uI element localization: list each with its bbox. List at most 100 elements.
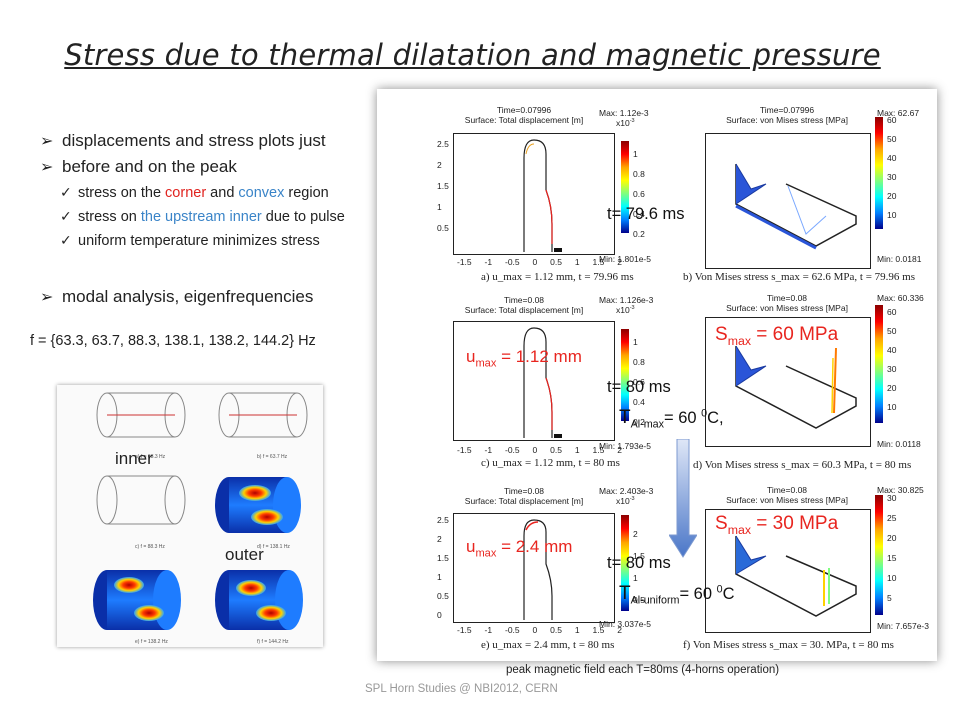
temp-uniform-unit: C bbox=[722, 585, 735, 603]
bullet-before-peak: ➢ before and on the peak bbox=[40, 154, 430, 180]
plot-e-caption: e) u_max = 2.4 mm, t = 80 ms bbox=[481, 639, 615, 651]
umax-1-sub: max bbox=[475, 357, 497, 370]
temp-uniform-degree: 0 bbox=[716, 583, 723, 596]
temp-max-unit: C, bbox=[707, 409, 724, 427]
simulation-panel: Time=0.07996 Surface: Total displacement… bbox=[377, 89, 937, 661]
plot-a-min: Min: 1.801e-5 bbox=[599, 254, 651, 264]
y-tick: 1 bbox=[437, 572, 442, 582]
subbullet-text: due to pulse bbox=[261, 209, 345, 225]
x-tick: 1.5 bbox=[592, 257, 605, 267]
plot-a-tick: 0.8 bbox=[633, 169, 645, 179]
plot-a-y-ticks: 2.5 2 1.5 1 0.5 bbox=[437, 139, 449, 244]
check-icon: ✓ bbox=[60, 208, 72, 224]
plot-c-max: Max: 1.126e-3 bbox=[599, 295, 654, 305]
outer-label: outer bbox=[225, 545, 264, 564]
y-tick: 1.5 bbox=[437, 553, 449, 563]
plot-e-header: Time=0.08 Surface: Total displacement [m… bbox=[459, 486, 589, 506]
umax-label-1: umax = 1.12 mm bbox=[466, 347, 582, 369]
eigenfrequency-list: f = {63.3, 63.7, 88.3, 138.1, 138.2, 144… bbox=[30, 333, 316, 349]
plot-a-exp: x10-3 bbox=[616, 118, 635, 128]
plot-b-tick: 50 bbox=[887, 134, 897, 144]
bullet-list: ➢ displacements and stress plots just ➢ be… bbox=[40, 128, 430, 310]
plot-e-exp: x10-3 bbox=[616, 496, 635, 506]
subbullet-text: uniform temperature minimizes stress bbox=[78, 233, 320, 249]
solid-mode-f bbox=[215, 570, 303, 630]
umax-2-value: = 2.4 mm bbox=[496, 537, 573, 556]
modal-caption-e: e) f = 138.2 Hz bbox=[135, 639, 168, 645]
subbullet-uniform: ✓ uniform temperature minimizes stress bbox=[60, 228, 430, 252]
x-tick: 0.5 bbox=[550, 257, 562, 267]
plot-b-caption: b) Von Mises stress s_max = 62.6 MPa, t … bbox=[683, 271, 916, 283]
plot-b-tick: 40 bbox=[887, 153, 897, 163]
plot-a-tick: 0.6 bbox=[633, 189, 645, 199]
x-tick: 1 bbox=[574, 257, 580, 267]
y-tick: 2 bbox=[437, 534, 442, 544]
plot-d-header: Time=0.08 Surface: von Mises stress [MPa… bbox=[717, 293, 857, 313]
plot-b-tick: 20 bbox=[887, 191, 897, 201]
modal-shapes-image: a) f = 63.3 Hz b) f = 63.7 Hz c) f = 88.… bbox=[57, 385, 323, 647]
x-tick: -1 bbox=[484, 445, 493, 455]
umax-2-base: u bbox=[466, 537, 476, 556]
plot-f-tick: 10 bbox=[887, 573, 897, 583]
plot-e-time: Time=0.08 bbox=[503, 486, 545, 496]
temp-uniform-sub: Al-uniform bbox=[630, 594, 680, 607]
plot-a-header: Time=0.07996 Surface: Total displacement… bbox=[459, 105, 589, 125]
solid-mode-e bbox=[93, 570, 181, 630]
plot-d-tick: 40 bbox=[887, 345, 897, 355]
plot-d-tick: 10 bbox=[887, 402, 897, 412]
plot-f-surface: Surface: von Mises stress [MPa] bbox=[726, 495, 848, 505]
smax-1-base: S bbox=[715, 324, 728, 345]
plot-e-tick: 1 bbox=[633, 573, 638, 583]
x-tick: 1 bbox=[574, 625, 580, 635]
plot-a-tick: 0.4 bbox=[633, 209, 645, 219]
temp-max-label: TAl-max= 60 0C, bbox=[619, 407, 724, 430]
wireframe-mode-b bbox=[218, 392, 308, 438]
modal-caption-f: f) f = 144.2 Hz bbox=[257, 639, 289, 645]
x-tick: 2 bbox=[617, 445, 622, 455]
check-icon: ✓ bbox=[60, 232, 72, 248]
plot-b-colorbar bbox=[875, 117, 883, 229]
plot-c-tick: 0.6 bbox=[633, 377, 645, 387]
plot-c-tick: 1 bbox=[633, 337, 638, 347]
plot-c-tick: 0.4 bbox=[633, 397, 645, 407]
y-tick: 0.5 bbox=[437, 591, 449, 601]
plot-b-tick: 10 bbox=[887, 210, 897, 220]
plot-f-axes bbox=[705, 509, 871, 633]
highlight-convex: convex bbox=[238, 185, 285, 201]
plot-b-min: Min: 0.0181 bbox=[877, 254, 922, 264]
plot-e-y-ticks: 2.5 2 1.5 1 0.5 0 bbox=[437, 515, 449, 629]
plot-c-caption: c) u_max = 1.12 mm, t = 80 ms bbox=[481, 457, 620, 469]
plot-d-surface: Surface: von Mises stress [MPa] bbox=[726, 303, 848, 313]
modal-caption-c: c) f = 88.3 Hz bbox=[135, 544, 165, 550]
plot-d-time: Time=0.08 bbox=[766, 293, 808, 303]
plot-e-tick: 0.5 bbox=[633, 595, 645, 605]
plot-e-tick: 1.5 bbox=[633, 551, 645, 561]
temp-uniform-label: TAl-uniform= 60 0C bbox=[619, 583, 735, 606]
x-tick: 1.5 bbox=[592, 445, 605, 455]
subbullet-upstream: ✓ stress on the upstream inner due to pul… bbox=[60, 204, 430, 228]
down-arrow-icon bbox=[669, 439, 697, 558]
plot-d-max: Max: 60.336 bbox=[877, 293, 924, 303]
plot-f-geometry bbox=[735, 535, 857, 617]
modal-caption-d: d) f = 138.1 Hz bbox=[257, 544, 290, 550]
x-tick: 0.5 bbox=[550, 625, 562, 635]
plot-c-exp-power: -3 bbox=[629, 305, 635, 312]
subbullet-text: and bbox=[206, 185, 239, 201]
x-tick: 0 bbox=[532, 445, 538, 455]
plot-f-caption: f) Von Mises stress s_max = 30. MPa, t =… bbox=[683, 639, 894, 651]
plot-c-exp: x10-3 bbox=[616, 305, 635, 315]
umax-1-base: u bbox=[466, 347, 476, 366]
time-label-3: t= 80 ms bbox=[607, 554, 671, 572]
smax-1-sub: max bbox=[727, 333, 752, 348]
plot-d-colorbar bbox=[875, 305, 883, 423]
plot-b-axes bbox=[705, 133, 871, 269]
y-tick: 2 bbox=[437, 160, 442, 170]
plot-a-axes bbox=[453, 133, 615, 255]
plot-a-colorbar bbox=[621, 141, 629, 233]
plot-f-min: Min: 7.657e-3 bbox=[877, 621, 929, 631]
x-tick: -1.5 bbox=[457, 625, 472, 635]
slide-footer: SPL Horn Studies @ NBI2012, CERN bbox=[365, 683, 558, 695]
smax-label-2: Smax = 30 MPa bbox=[715, 513, 838, 537]
plot-a-x-ticks: -1.5 -1 -0.5 0 0.5 1 1.5 2 bbox=[457, 257, 622, 267]
subbullet-text: stress on the bbox=[78, 185, 166, 201]
